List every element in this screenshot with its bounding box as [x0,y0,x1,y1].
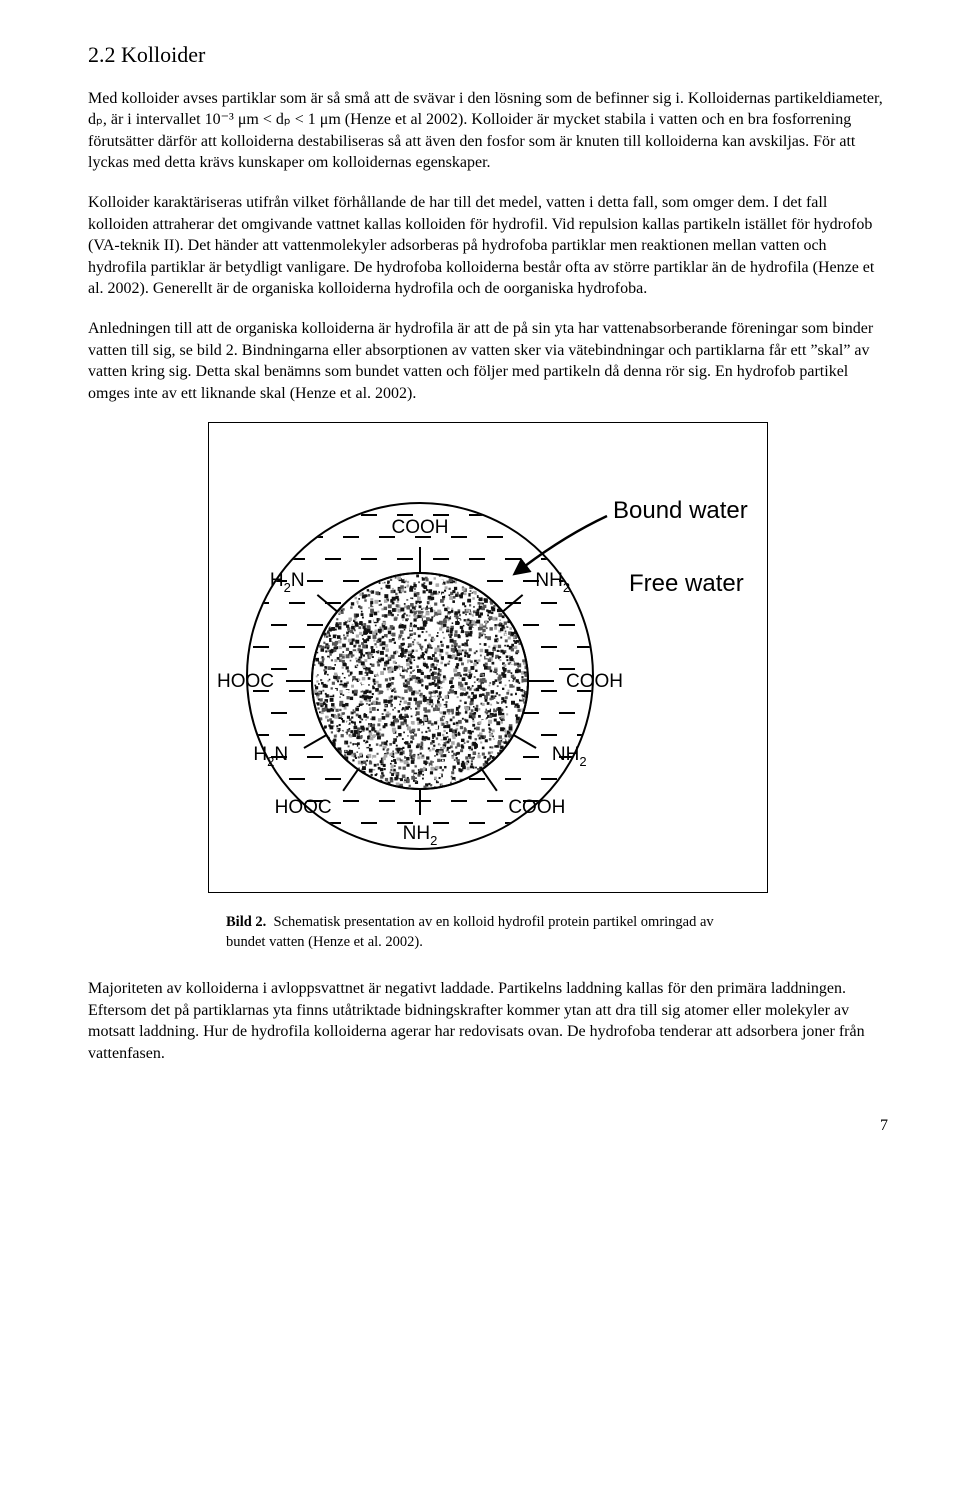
svg-text:COOH: COOH [566,671,623,692]
paragraph-3: Anledningen till att de organiska kolloi… [88,318,888,404]
page-number: 7 [88,1115,888,1137]
svg-text:COOH: COOH [508,798,565,819]
paragraph-2: Kolloider karaktäriseras utifrån vilket … [88,192,888,300]
svg-text:HOOC: HOOC [275,798,332,819]
paragraph-4: Majoriteten av kolloiderna i avloppsvatt… [88,978,888,1064]
caption-label: Bild 2. [226,914,266,930]
figure-frame: COOHH2NNH2HOOCCOOHH2NNH2HOOCCOOHNH2Bound… [208,422,768,893]
svg-text:COOH: COOH [392,517,449,538]
figure-2: COOHH2NNH2HOOCCOOHH2NNH2HOOCCOOHNH2Bound… [208,422,768,952]
figure-caption: Bild 2. Schematisk presentation av en ko… [226,913,750,952]
figure-svg: COOHH2NNH2HOOCCOOHH2NNH2HOOCCOOHNH2Bound… [215,441,755,871]
svg-text:Bound water: Bound water [613,497,748,524]
caption-text: Schematisk presentation av en kolloid hy… [226,914,714,950]
paragraph-1: Med kolloider avses partiklar som är så … [88,88,888,174]
svg-text:HOOC: HOOC [217,671,274,692]
section-heading: 2.2 Kolloider [88,40,888,70]
svg-text:Free water: Free water [629,570,744,597]
